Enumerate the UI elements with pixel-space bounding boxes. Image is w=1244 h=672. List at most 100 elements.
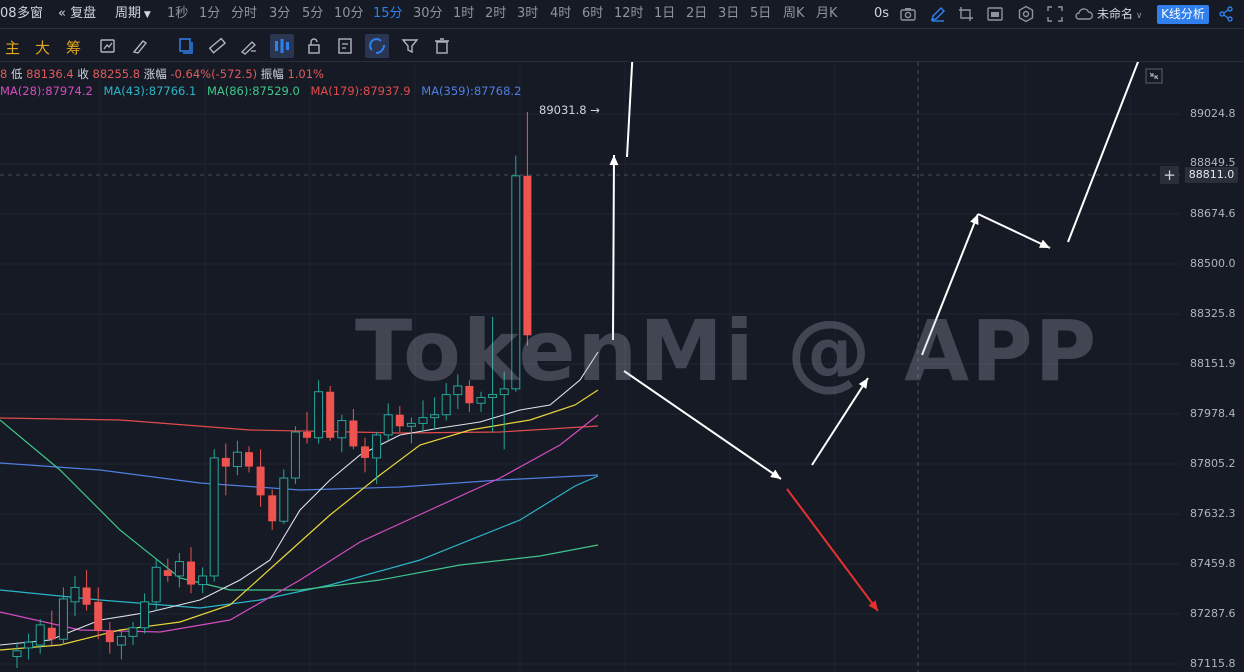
candle-body [70, 586, 80, 603]
y-tick: 88674.6 [1190, 207, 1236, 220]
tf-week[interactable]: 周K [783, 6, 805, 21]
fullscreen-icon[interactable] [1045, 4, 1065, 24]
draw-line-icon[interactable] [237, 34, 261, 58]
tf-4h[interactable]: 4时 [550, 6, 572, 21]
collapse-icon[interactable] [1145, 68, 1163, 84]
arrow-down-2 [977, 213, 1051, 249]
candle-body [187, 561, 195, 585]
candle-body [383, 414, 393, 436]
pencil-icon[interactable] [928, 4, 948, 24]
candle-body [465, 385, 474, 404]
tf-5m[interactable]: 5分 [302, 6, 324, 21]
watermark: TokenMi @ APP [355, 302, 1099, 400]
ruler-icon[interactable] [205, 34, 229, 58]
candle-body [198, 575, 208, 586]
chart-edit-icon[interactable] [96, 34, 120, 58]
indicator-main[interactable]: 主 [5, 39, 21, 57]
candle-body [209, 457, 219, 577]
candle-body [453, 385, 463, 396]
tf-3m[interactable]: 3分 [269, 6, 291, 21]
copy-icon[interactable] [174, 34, 198, 58]
chart-grid [0, 62, 1180, 672]
indicator-big[interactable]: 大 [35, 39, 51, 57]
countdown-button[interactable]: 0s [874, 6, 890, 21]
template-icon[interactable] [985, 4, 1005, 24]
low-value: 88136.4 [26, 67, 74, 81]
tf-12h[interactable]: 12时 [614, 6, 644, 21]
tf-intraday[interactable]: 分时 [231, 6, 258, 21]
multi-window-button[interactable]: 多窗 [17, 6, 44, 21]
layout-name-dropdown[interactable]: 未命名 ∨ [1097, 7, 1143, 21]
tf-3d[interactable]: 3日 [718, 6, 740, 21]
share-icon[interactable] [1216, 4, 1236, 24]
tf-1d[interactable]: 1日 [654, 6, 676, 21]
candlestick-chart[interactable] [0, 62, 1244, 672]
max-price-label: 89031.8 → [539, 103, 600, 117]
candle-body [232, 451, 242, 468]
crop-icon[interactable] [956, 4, 976, 24]
candle-body [221, 457, 230, 467]
ma-179-line [0, 417, 599, 434]
camera-icon[interactable] [898, 4, 918, 24]
arrow-down-1 [623, 370, 782, 480]
candle-body [256, 466, 265, 496]
trash-icon[interactable] [430, 34, 454, 58]
ma-86-line [0, 419, 599, 591]
candle-body [430, 414, 440, 419]
candle-body [476, 396, 486, 404]
ma-43: MA(43):87766.1 [103, 84, 197, 98]
ma-28-line [0, 414, 599, 633]
tf-1h[interactable]: 1时 [453, 6, 475, 21]
tf-1s[interactable]: 1秒 [167, 6, 189, 21]
tf-15m[interactable]: 15分 [373, 6, 403, 21]
y-tick: 87115.8 [1190, 657, 1236, 670]
ma-legend: MA(28):87974.2 MA(43):87766.1 MA(86):875… [0, 84, 528, 98]
kline-analysis-button[interactable]: K线分析 [1157, 5, 1209, 24]
candle-body [349, 420, 358, 447]
candles-icon[interactable] [270, 34, 294, 58]
arrow-up-2 [609, 154, 619, 341]
lock-icon[interactable] [302, 34, 326, 58]
note-edit-icon[interactable] [334, 34, 358, 58]
tf-6h[interactable]: 6时 [582, 6, 604, 21]
candle-body [174, 561, 184, 577]
tf-2d[interactable]: 2日 [686, 6, 708, 21]
indicator-chips[interactable]: 筹 [66, 39, 82, 57]
chevron-down-icon: ▼ [141, 10, 151, 20]
tf-10m[interactable]: 10分 [334, 6, 364, 21]
brush-icon[interactable] [128, 34, 152, 58]
candle-body [24, 641, 34, 649]
candle-body [499, 388, 509, 396]
arrow-up-4 [921, 213, 979, 356]
moving-average-lines [0, 351, 599, 651]
tf-2h[interactable]: 2时 [485, 6, 507, 21]
arrow-down-red [786, 488, 879, 612]
y-tick: 87459.8 [1190, 557, 1236, 570]
y-tick: 88151.9 [1190, 357, 1236, 370]
settings-icon[interactable] [1016, 4, 1036, 24]
period-dropdown[interactable]: 周期 ▼ [115, 6, 151, 21]
candle-body [290, 431, 300, 479]
ma-359-line [0, 462, 599, 491]
tf-5d[interactable]: 5日 [750, 6, 772, 21]
y-tick: 88500.0 [1190, 257, 1236, 270]
replay-button[interactable]: « 复盘 [58, 6, 97, 21]
y-tick: 88849.5 [1190, 156, 1236, 169]
tf-30m[interactable]: 30分 [413, 6, 443, 21]
chevron-down-icon: ∨ [1133, 11, 1143, 21]
candle-body [279, 477, 289, 522]
tf-month[interactable]: 月K [816, 6, 838, 21]
tf-3h[interactable]: 3时 [517, 6, 539, 21]
candle-body [372, 434, 382, 459]
candle-body [35, 624, 45, 646]
window-prefix: 08 [0, 6, 17, 21]
tf-1m[interactable]: 1分 [199, 6, 221, 21]
filter-icon[interactable] [398, 34, 422, 58]
candle-body [441, 394, 451, 416]
candle-body [82, 587, 91, 605]
rewind-icon: « [58, 6, 66, 21]
add-alert-button[interactable]: + [1160, 166, 1179, 184]
y-tick: 87805.2 [1190, 457, 1236, 470]
candle-body [12, 650, 22, 658]
magnet-icon[interactable] [365, 34, 389, 58]
